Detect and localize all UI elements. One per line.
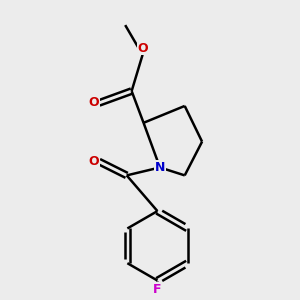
Text: N: N bbox=[155, 161, 165, 174]
Text: O: O bbox=[88, 155, 99, 168]
Text: O: O bbox=[137, 42, 148, 55]
Text: O: O bbox=[88, 97, 99, 110]
Text: F: F bbox=[153, 283, 162, 296]
